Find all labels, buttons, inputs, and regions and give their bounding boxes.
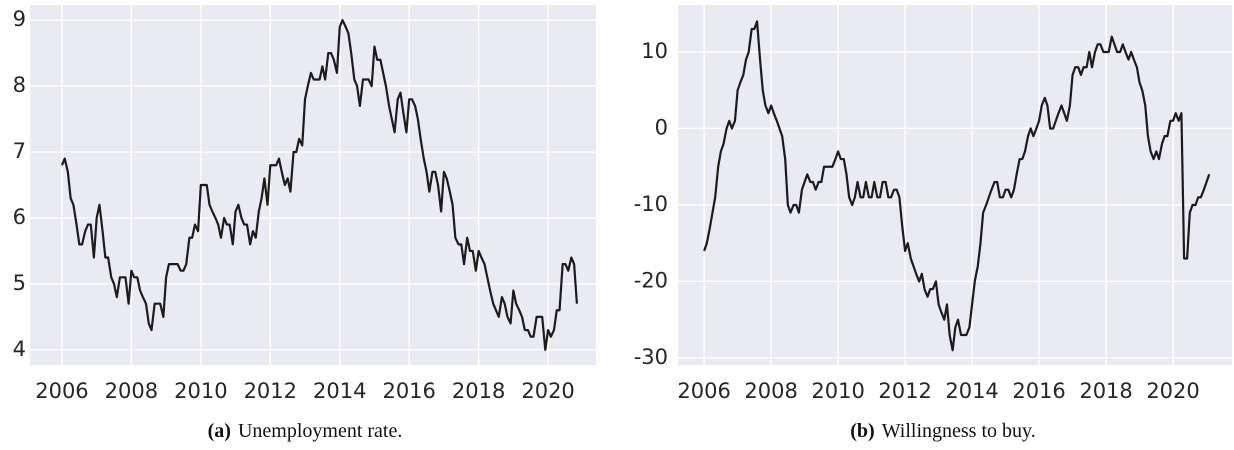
y-tick-label: 10 — [641, 39, 668, 63]
y-tick-label: 7 — [13, 139, 26, 163]
x-tick-label: 2016 — [1012, 379, 1065, 403]
y-tick-label: -30 — [634, 345, 668, 369]
x-tick-label: 2016 — [382, 379, 435, 403]
chart-panel: -30 -20 -10 0 10 2006 2008 2010 2012 2014 2016 2018… — [634, 5, 1232, 442]
x-tick-label: 2006 — [677, 379, 730, 403]
y-tick-label: 0 — [655, 115, 668, 139]
data-line — [60, 19, 578, 351]
x-tick-label: 2020 — [521, 379, 574, 403]
plot-background — [678, 5, 1232, 365]
x-tick-label: 2006 — [35, 379, 88, 403]
x-tick-label: 2018 — [452, 379, 505, 403]
y-tick-label: 6 — [13, 205, 26, 229]
y-tick-label: -10 — [634, 192, 668, 216]
data-line — [703, 20, 1211, 352]
caption-text: Unemployment rate. — [238, 420, 402, 442]
x-tick-label: 2014 — [945, 379, 998, 403]
x-tick-label: 2012 — [878, 379, 931, 403]
caption-text: Willingness to buy. — [882, 420, 1036, 442]
caption-label: (b) — [850, 420, 874, 442]
chart-panel: 4 5 6 7 8 9 2006 2008 2010 2012 2014 2016 2018 2020 (a… — [13, 5, 596, 442]
x-tick-label: 2018 — [1079, 379, 1132, 403]
caption: (a) Unemployment rate. — [208, 420, 403, 442]
y-tick-label: 4 — [13, 337, 26, 361]
x-tick-label: 2008 — [744, 379, 797, 403]
x-tick-label: 2010 — [174, 379, 227, 403]
caption: (b) Willingness to buy. — [850, 420, 1035, 442]
x-tick-label: 2014 — [313, 379, 366, 403]
x-tick-label: 2008 — [105, 379, 158, 403]
x-tick-label: 2012 — [244, 379, 297, 403]
x-tick-label: 2020 — [1146, 379, 1199, 403]
y-tick-label: -20 — [634, 268, 668, 292]
caption-label: (a) — [208, 420, 231, 442]
y-tick-label: 8 — [13, 73, 26, 97]
y-tick-label: 5 — [13, 271, 26, 295]
x-tick-label: 2010 — [811, 379, 864, 403]
y-tick-label: 9 — [13, 7, 26, 31]
